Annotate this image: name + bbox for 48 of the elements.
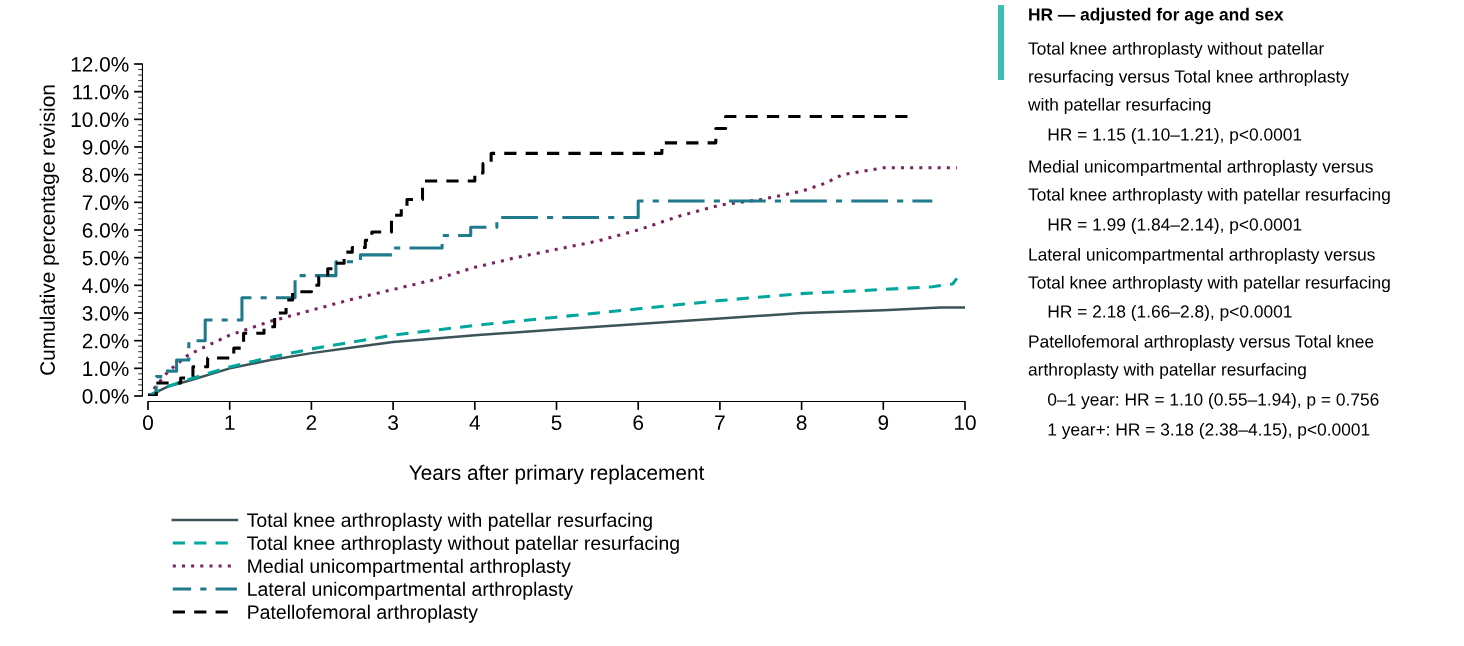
legend-label: Total knee arthroplasty without patellar resurfacing [247, 535, 679, 554]
y-tick-label: 12.0% [71, 57, 129, 72]
text: with patellar resurfacing [1027, 97, 1211, 115]
x-tick-label: 2 [306, 415, 317, 430]
legend-label: Patellofemoral arthroplasty [248, 604, 478, 623]
text: arthroplasty with patellar resurfacing [1028, 362, 1306, 380]
x-tick-label: 0 [143, 415, 153, 431]
text: HR = 1.15 (1.10–1.21), p<0.0001 [1048, 127, 1302, 145]
text: HR — adjusted for age and sex [1029, 7, 1284, 25]
text: Total knee arthroplasty without patellar [1028, 41, 1324, 59]
x-axis-title: Years after primary replacement [409, 464, 705, 485]
x-tick-label: 3 [388, 415, 398, 431]
text: Medial unicompartmental arthroplasty versus [1029, 159, 1373, 177]
text: resurfacing versus Total knee arthroplasty [1029, 69, 1349, 87]
text: Lateral unicompartmental arthroplasty versus [1029, 247, 1375, 265]
text: 1 year+: HR = 3.18 (2.38–4.15), p<0.0001 [1048, 422, 1370, 440]
y-tick-label: 9.0% [82, 140, 129, 155]
text: HR = 1.99 (1.84–2.14), p<0.0001 [1048, 217, 1302, 235]
text: 0–1 year: HR = 1.10 (0.55–1.94), p = 0.756 [1047, 392, 1379, 410]
x-tick-label: 7 [715, 415, 725, 430]
y-tick-label: 6.0% [82, 223, 129, 238]
y-tick-label: 2.0% [82, 333, 129, 349]
y-tick-label: 1.0% [83, 361, 129, 377]
text: Total knee arthroplasty with patellar resurfacing [1028, 187, 1390, 205]
x-tick-label: 1 [225, 415, 235, 430]
legend-label: Lateral unicompartmental arthroplasty [248, 581, 574, 600]
y-axis-title: Cumulative percentage revision [39, 85, 60, 375]
y-tick-label: 3.0% [82, 306, 129, 321]
text: HR = 2.18 (1.66–2.8), p<0.0001 [1048, 304, 1292, 322]
x-tick-label: 8 [796, 415, 807, 431]
x-tick-label: 6 [633, 415, 644, 431]
line-series [148, 166, 959, 396]
y-tick-label: 7.0% [82, 195, 129, 211]
legend-label: Medial unicompartmental arthroplasty [248, 558, 571, 577]
y-tick-label: 11.0% [73, 84, 129, 100]
y-tick-label: 5.0% [82, 250, 129, 266]
y-tick-label: 8.0% [82, 167, 129, 183]
x-tick-label: 10 [955, 415, 976, 431]
y-tick-label: 0.0% [82, 389, 129, 404]
legend-label: Total knee arthroplasty with patellar resurfacing [247, 512, 652, 531]
y-tick-label: 4.0% [82, 278, 129, 294]
x-tick-label: 4 [469, 415, 480, 430]
text: Patellofemoral arthroplasty versus Total knee [1029, 334, 1374, 352]
x-tick-label: 9 [878, 415, 889, 431]
y-tick-label: 10.0% [71, 112, 129, 128]
line-series [148, 276, 959, 396]
text: Total knee arthroplasty with patellar resurfacing [1028, 275, 1390, 293]
x-tick-label: 5 [551, 415, 562, 431]
